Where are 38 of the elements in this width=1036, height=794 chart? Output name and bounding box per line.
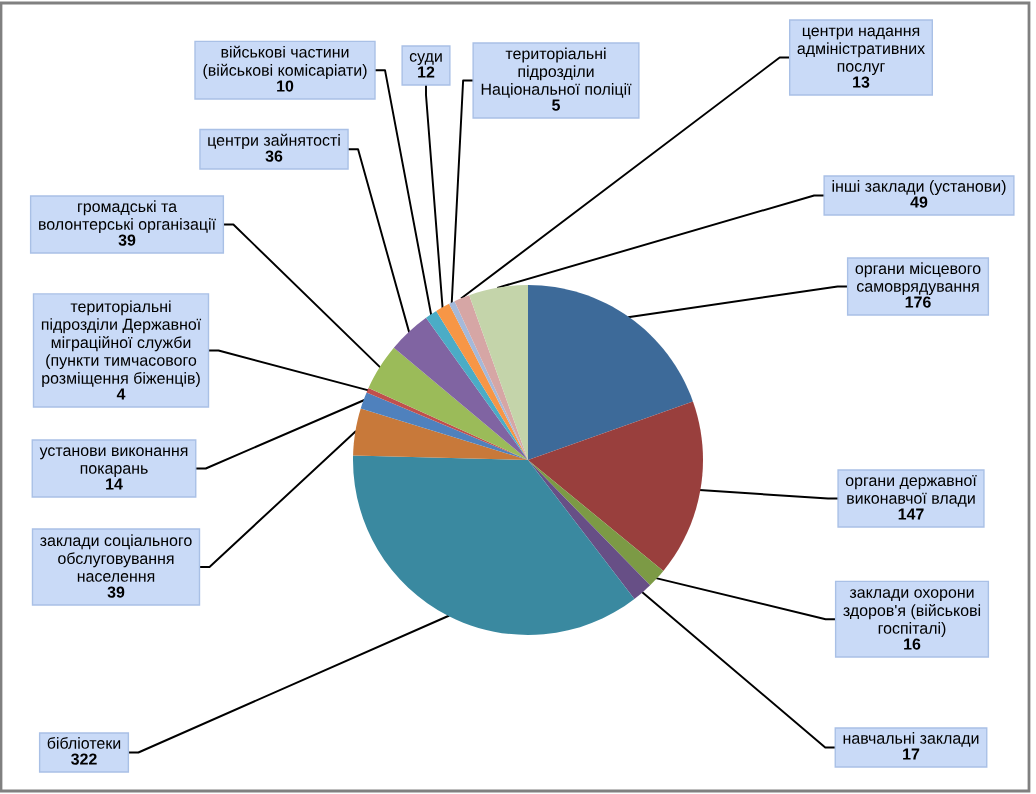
pie-slice — [353, 408, 528, 460]
slice-label: бібліотеки — [47, 736, 121, 749]
pie-slice — [528, 460, 664, 586]
slice-label: центри надання адміністративних послуг — [797, 27, 925, 75]
data-label: 147 — [898, 508, 924, 520]
slice-label: інші заклади (установи) — [832, 180, 1006, 195]
data-label: 322 — [71, 753, 97, 765]
data-label: 14 — [106, 478, 123, 490]
slice-label: громадські та волонтерські організації — [39, 200, 216, 233]
slice-label: територіальні підрозділи Національної поліції — [481, 47, 632, 98]
data-label: 36 — [265, 150, 283, 162]
pie-slice — [528, 285, 693, 460]
slice-label: центри зайнятості — [208, 133, 340, 149]
data-label: 17 — [903, 748, 920, 760]
data-label: 39 — [107, 586, 125, 598]
pie-slice — [368, 347, 528, 460]
data-label: 5 — [552, 99, 560, 111]
pie-slice — [528, 401, 703, 571]
slice-label: територіальні підрозділи Державної міграційної служби (пункти тимчасового розміщення біженців) — [41, 300, 202, 387]
data-label: 39 — [118, 234, 136, 246]
data-label: 49 — [910, 196, 928, 208]
data-label: 12 — [418, 66, 435, 78]
data-label: 16 — [904, 638, 921, 650]
pie-slice — [393, 317, 528, 460]
data-label: 10 — [277, 80, 294, 92]
slice-label: органи місцевого самоврядування — [855, 262, 981, 295]
slice-label: заклади охорони здоров'я (військові госпіталі) — [843, 589, 981, 637]
slice-label: заклади соціального обслуговування населення — [40, 534, 192, 582]
data-label: 176 — [905, 296, 931, 308]
slice-label: установи виконання покарань — [39, 447, 188, 477]
pie-slice — [353, 455, 635, 635]
slice-label: органи державної виконавчої влади — [845, 474, 977, 507]
slice-label: військові частини (військові комісаріати) — [203, 45, 367, 79]
data-label: 13 — [853, 76, 870, 88]
slice-label: навчальні заклади — [843, 732, 979, 747]
data-label: 4 — [116, 388, 126, 400]
pie-slice — [469, 285, 528, 460]
slice-label: суди — [409, 53, 442, 65]
